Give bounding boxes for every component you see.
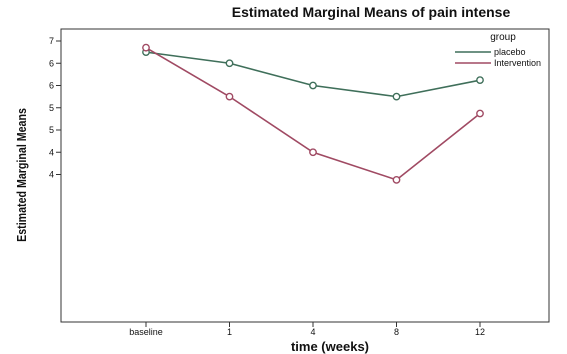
legend-label-placebo: placebo bbox=[494, 47, 526, 57]
data-point-placebo bbox=[309, 81, 317, 90]
x-tick-label: 4 bbox=[310, 327, 315, 337]
x-tick-label: 12 bbox=[475, 327, 485, 337]
x-tick-label: baseline bbox=[129, 327, 163, 337]
y-tick-label: 4 bbox=[49, 170, 54, 180]
x-axis-title: time (weeks) bbox=[291, 339, 369, 354]
y-tick-label: 5 bbox=[49, 125, 54, 135]
y-tick-label: 7 bbox=[49, 36, 54, 46]
legend-label-intervention: Intervention bbox=[494, 58, 541, 68]
y-axis: 4 4 5 5 6 6 7 bbox=[49, 36, 61, 180]
legend: group placebo Intervention bbox=[455, 32, 541, 68]
data-point-intervention bbox=[142, 43, 150, 52]
data-point-intervention bbox=[225, 92, 234, 101]
data-point-intervention bbox=[309, 148, 317, 157]
x-tick-label: 1 bbox=[227, 327, 232, 337]
data-point-intervention bbox=[392, 175, 401, 184]
y-tick-label: 6 bbox=[49, 81, 54, 91]
y-tick-label: 6 bbox=[49, 58, 54, 68]
series-layer bbox=[142, 43, 484, 184]
data-point-placebo bbox=[392, 92, 401, 101]
legend-title: group bbox=[490, 32, 516, 43]
plot-frame bbox=[60, 28, 550, 323]
x-tick-label: 8 bbox=[394, 327, 399, 337]
y-tick-label: 5 bbox=[49, 103, 54, 113]
data-point-intervention bbox=[476, 109, 484, 118]
y-tick-label: 4 bbox=[49, 147, 54, 157]
x-axis: baseline 1 4 8 12 bbox=[129, 322, 485, 337]
data-point-placebo bbox=[225, 59, 234, 68]
data-point-placebo bbox=[476, 76, 484, 85]
y-axis-title: Estimated Marginal Means bbox=[14, 108, 29, 242]
chart-title: Estimated Marginal Means of pain intense bbox=[232, 4, 511, 20]
